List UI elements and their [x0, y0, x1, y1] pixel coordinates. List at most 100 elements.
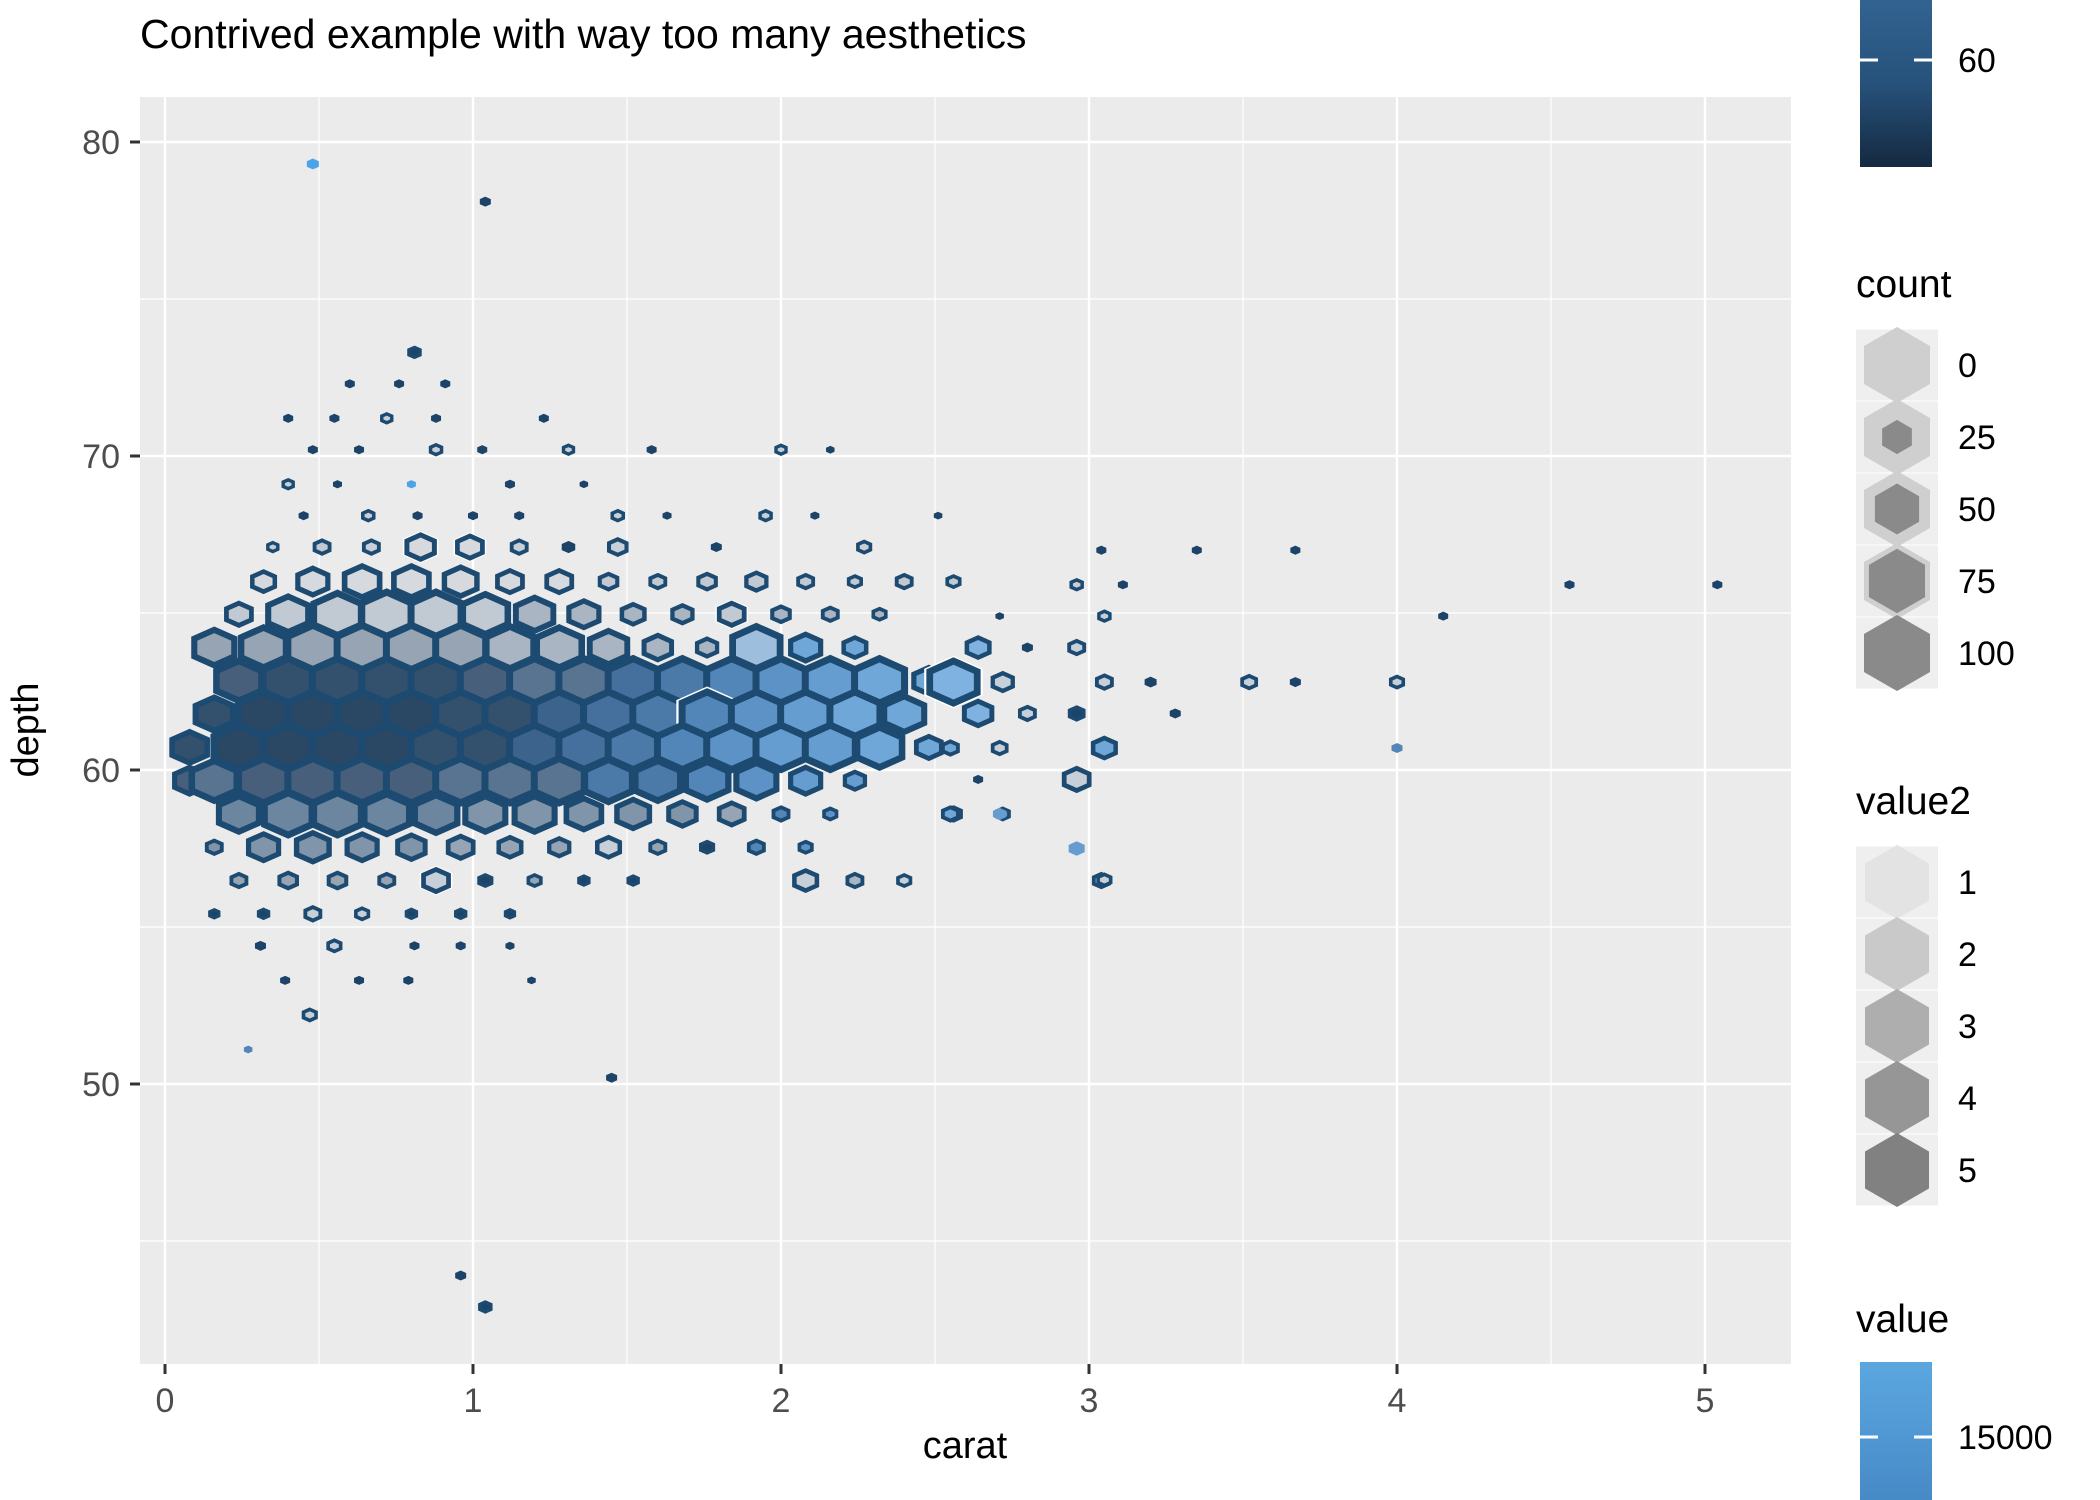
hex-bin [856, 539, 873, 555]
y-tick-label: 80 [82, 124, 120, 162]
hex-bin [940, 739, 960, 757]
hex-bin [964, 635, 992, 661]
legend-count-inner-hex [1868, 548, 1926, 614]
hex-bin [406, 480, 416, 489]
hex-bin [409, 941, 420, 951]
hex-bin [254, 940, 266, 951]
hex-bin [1117, 580, 1128, 590]
hex-bin [377, 871, 397, 890]
hex-bin [477, 872, 494, 889]
hex-bin [188, 757, 241, 805]
hex-bin [455, 533, 485, 561]
hex-bin [595, 834, 623, 860]
hex-bin [505, 941, 515, 950]
y-tick-label: 50 [82, 1066, 120, 1104]
legend-value2-hex [1865, 1133, 1929, 1207]
hex-bin [283, 413, 294, 423]
hex-bin [797, 839, 814, 855]
hex-bin [820, 605, 840, 624]
hex-bin [716, 600, 747, 628]
x-tick-label: 4 [1388, 1382, 1407, 1420]
hex-bin [280, 975, 291, 985]
legend-value-title: value [1856, 1298, 1949, 1341]
hex-bin [295, 565, 331, 598]
hex-bin [796, 572, 816, 591]
hex-bin [312, 538, 332, 556]
hex-bin [354, 975, 365, 985]
hex-bin [666, 799, 699, 829]
hex-bin [256, 907, 271, 921]
hex-bin [511, 792, 558, 836]
hex-bin [961, 698, 995, 729]
legend-value2-label: 1 [1958, 864, 1977, 902]
hex-bin [853, 723, 906, 771]
hex-bin [1438, 611, 1449, 621]
axis-ticks: 0 1 2 3 4 5 50 60 70 80 [82, 124, 1714, 1420]
x-tick-label: 1 [464, 1382, 483, 1420]
hex-bin [509, 538, 529, 556]
hex-bin [526, 872, 543, 889]
legend-value2-hex [1865, 845, 1929, 919]
hex-bin [896, 872, 913, 889]
hex-bin [619, 601, 647, 627]
hex-bin [646, 445, 657, 455]
x-tick-label: 5 [1696, 1382, 1715, 1420]
hex-bin [1061, 765, 1092, 794]
hex-bin [404, 532, 437, 562]
colorbar-bottom-tick-label: 15000 [1958, 1419, 2053, 1457]
hex-bin [940, 805, 960, 823]
y-tick-label: 70 [82, 438, 120, 476]
hex-bin [632, 757, 684, 805]
hex-bin [361, 508, 376, 523]
hex-bin [995, 612, 1004, 621]
hex-bin [788, 631, 824, 664]
hex-bin [606, 1072, 618, 1083]
hex-bin [527, 976, 536, 985]
hex-bin [581, 755, 636, 806]
hex-bin [229, 871, 249, 890]
hex-bin [792, 868, 820, 893]
hex-bin [597, 571, 620, 592]
hex-bin [445, 833, 476, 861]
x-tick-label: 3 [1080, 1382, 1099, 1420]
hex-bin [579, 480, 589, 489]
hex-bin [1067, 638, 1087, 657]
hex-bin [477, 445, 488, 455]
hex-bin [1096, 545, 1107, 555]
hex-bin [544, 567, 575, 596]
legend-count-label: 75 [1958, 563, 1996, 601]
hex-bin [504, 479, 515, 489]
hex-bin [648, 572, 668, 591]
hex-bin [682, 758, 732, 804]
hex-bin [610, 508, 626, 523]
hex-bin [1021, 642, 1033, 653]
hex-bin [538, 413, 549, 423]
legend-value2-label: 4 [1958, 1080, 1977, 1118]
hex-bin [301, 1007, 318, 1023]
hex-bin [428, 442, 444, 457]
hex-bin [391, 562, 432, 601]
hex-bin [192, 694, 236, 734]
hex-bin [204, 838, 224, 857]
hex-bin [716, 800, 747, 828]
legend-value2-hex [1865, 1061, 1929, 1135]
hex-bin [1094, 673, 1114, 691]
hex-bin [440, 379, 451, 389]
hex-bin [774, 443, 788, 457]
x-tick-label: 2 [772, 1382, 791, 1420]
legend-count-label: 100 [1958, 635, 2015, 673]
hex-bin [992, 807, 1007, 821]
hex-bin [277, 870, 299, 891]
legend-value2-label: 5 [1958, 1152, 1977, 1190]
hex-bin [344, 379, 355, 389]
hex-bin [758, 508, 773, 523]
hex-bin [329, 413, 340, 423]
legend-colorbar-top: 60 [1860, 0, 1996, 167]
hex-bin [468, 511, 478, 521]
hex-bin [298, 511, 309, 521]
hex-bin [710, 542, 722, 553]
hex-bin [1090, 735, 1118, 761]
hex-bin [243, 1045, 253, 1054]
hex-bin [871, 606, 888, 622]
legend-count-inner-hex [1882, 419, 1912, 455]
